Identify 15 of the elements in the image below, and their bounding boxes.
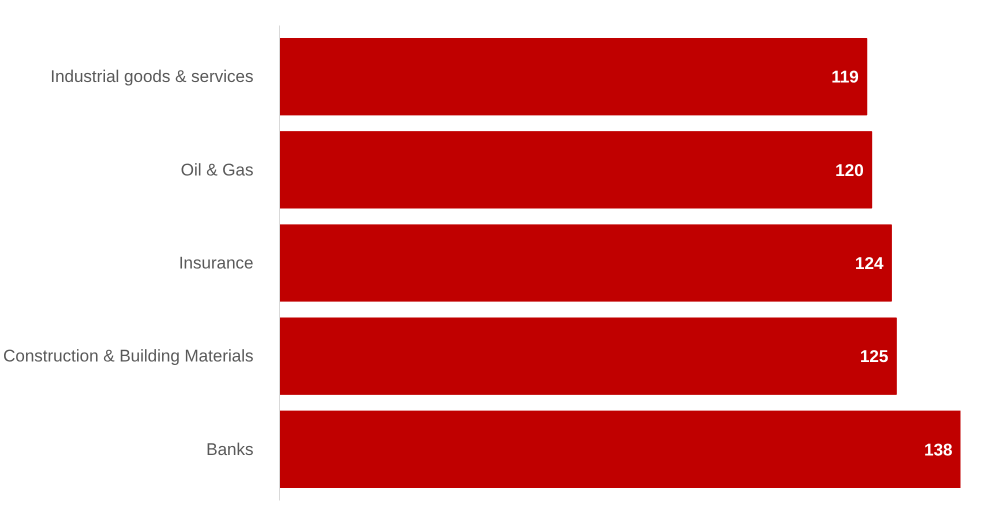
data-label: 124 bbox=[855, 254, 884, 273]
data-label: 119 bbox=[831, 68, 859, 87]
data-label: 125 bbox=[860, 347, 888, 366]
y-tick-label: Banks bbox=[206, 440, 254, 459]
data-label: 138 bbox=[924, 440, 953, 460]
bar bbox=[280, 317, 897, 395]
bar bbox=[280, 131, 872, 209]
y-tick-label: Oil & Gas bbox=[180, 160, 254, 180]
bar bbox=[280, 38, 868, 116]
bar bbox=[280, 410, 960, 488]
bar bbox=[280, 224, 892, 302]
y-tick-label: Insurance bbox=[178, 254, 254, 272]
data-label: 120 bbox=[835, 160, 864, 180]
y-tick-label: Construction & Building Materials bbox=[3, 346, 254, 366]
y-tick-label: Industrial goods & services bbox=[50, 67, 254, 86]
